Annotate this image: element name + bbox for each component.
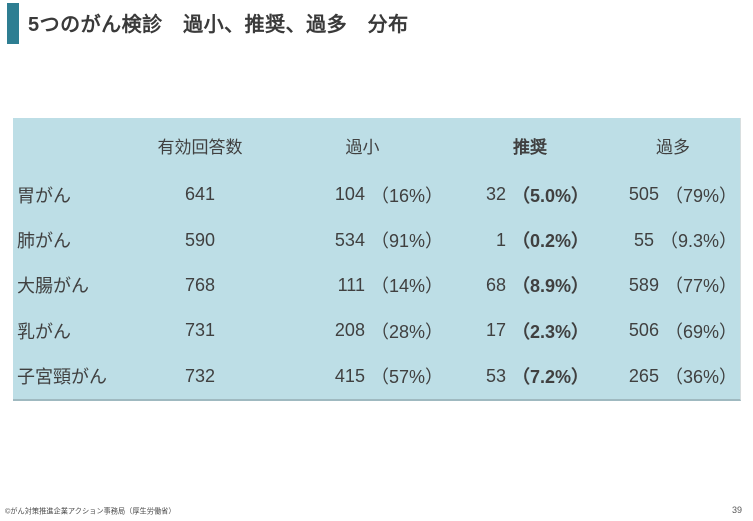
recommended-value: 1 （0.2%） [455,217,605,262]
column-header-under: 過小 [345,137,380,157]
under-value: 415 （57%） [270,354,455,399]
column-header-recommended: 推奨 [513,137,547,157]
row-label-lung-cancer: 肺がん [17,231,71,252]
valid-count: 590 [184,229,216,250]
over-count: 589 [628,274,659,295]
under-count: 415 [334,365,365,386]
title-accent-bar [7,3,19,44]
valid-count: 731 [184,320,216,341]
table-corner-cell [13,118,130,172]
under-count: 104 [334,184,365,205]
over-count: 506 [628,320,659,341]
recommended-count: 1 [495,229,506,250]
page-title: 5つのがん検診 過小、推奨、過多 分布 [28,14,409,36]
under-count: 534 [334,229,365,250]
over-percent: （69%） [664,321,737,342]
row-label-breast-cancer: 乳がん [17,321,71,342]
recommended-percent: （5.0%） [511,185,589,206]
under-value: 104 （16%） [270,172,455,217]
page-number: 39 [731,505,742,515]
over-count: 55 [633,229,654,250]
row-label-stomach-cancer: 胃がん [17,185,71,206]
valid-count: 768 [184,274,216,295]
over-value: 265 （36%） [605,354,741,399]
screening-distribution-table: 有効回答数 過小 推奨 過多 胃がん 641 104 （16%） 32 （5.0%）… [13,118,741,401]
under-percent: （91%） [370,231,443,252]
under-value: 534 （91%） [270,217,455,262]
valid-count: 641 [184,184,216,205]
recommended-percent: （0.2%） [511,231,589,252]
recommended-percent: （8.9%） [511,276,589,297]
over-percent: （79%） [664,185,737,206]
under-count: 208 [334,320,365,341]
recommended-count: 32 [485,184,506,205]
under-percent: （57%） [370,367,443,388]
recommended-value: 53 （7.2%） [455,354,605,399]
recommended-count: 53 [485,365,506,386]
over-value: 505 （79%） [605,172,741,217]
under-value: 208 （28%） [270,308,455,353]
under-percent: （28%） [370,321,443,342]
column-header-valid-responses: 有効回答数 [157,137,243,157]
recommended-value: 32 （5.0%） [455,172,605,217]
over-count: 505 [628,184,659,205]
recommended-percent: （2.3%） [511,321,589,342]
over-value: 506 （69%） [605,308,741,353]
under-percent: （14%） [370,276,443,297]
over-count: 265 [628,365,659,386]
under-percent: （16%） [370,185,443,206]
over-value: 55 （9.3%） [605,217,741,262]
recommended-percent: （7.2%） [511,367,589,388]
footer-credit: ©がん対策推進企業アクション事務局（厚生労働省） [5,507,176,516]
under-count: 111 [337,274,365,295]
over-percent: （36%） [664,367,737,388]
row-label-colorectal-cancer: 大腸がん [17,276,89,297]
recommended-count: 17 [485,320,506,341]
over-percent: （9.3%） [659,231,737,252]
row-label-cervical-cancer: 子宮頸がん [17,367,107,388]
column-header-over: 過多 [656,137,690,157]
recommended-value: 68 （8.9%） [455,263,605,308]
recommended-value: 17 （2.3%） [455,308,605,353]
over-value: 589 （77%） [605,263,741,308]
under-value: 111 （14%） [270,263,455,308]
valid-count: 732 [184,365,216,386]
recommended-count: 68 [485,274,506,295]
over-percent: （77%） [664,276,737,297]
